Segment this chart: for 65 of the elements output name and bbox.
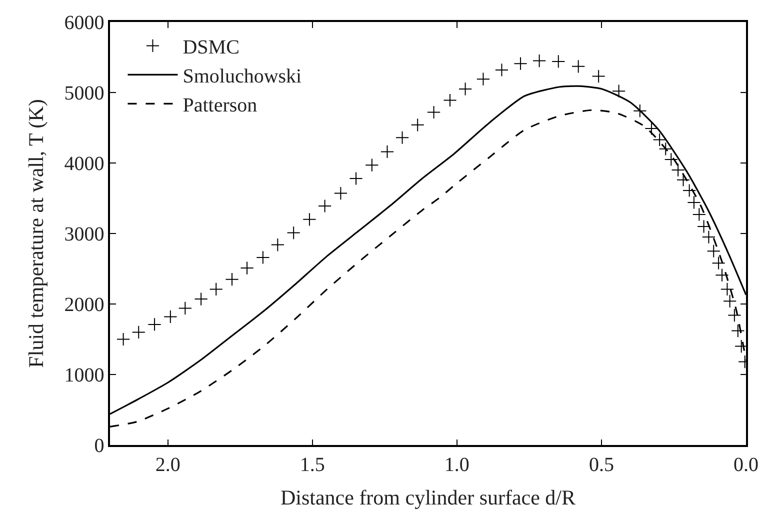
y-tick-label: 1000 [64,364,104,386]
point [209,282,223,296]
point [728,308,742,322]
point [256,250,270,264]
point [380,144,394,159]
point [715,268,729,282]
x-tick-label: 2.0 [155,454,180,476]
x-tick-label: 1.0 [444,454,470,476]
point [592,69,606,84]
point [349,172,363,186]
point [612,84,626,98]
point [696,220,711,234]
point [225,272,239,286]
point [148,318,162,332]
point [723,294,737,308]
point [702,230,716,244]
point [706,244,720,258]
y-tick-label: 0 [94,435,104,457]
point [178,301,192,316]
point [633,104,647,118]
y-tick-label: 2000 [64,294,104,316]
point [334,186,348,200]
point [572,60,586,74]
point [644,122,658,136]
point [318,199,332,213]
point [132,325,146,339]
point [476,72,490,86]
point [302,212,316,226]
point [720,282,734,296]
point [410,118,424,132]
point [532,54,546,68]
legend-label: DSMC [182,36,240,59]
point [514,56,528,70]
x-tick-label: 1.5 [300,454,325,476]
point [552,54,566,68]
point [692,208,706,222]
y-axis-title: Fluid temperature at wall, T (K) [24,99,48,368]
point [395,130,410,144]
point [426,105,441,120]
point [240,261,254,275]
point [676,173,690,187]
legend-label: Patterson [182,94,258,117]
point [458,82,472,96]
point [194,292,208,306]
x-tick-label: 0.5 [588,454,614,476]
point [731,324,745,338]
point [671,163,685,177]
point [443,93,457,108]
y-tick-label: 5000 [64,82,104,104]
x-axis-title: Distance from cylinder surface d/R [280,485,576,510]
y-tick-label: 3000 [64,224,104,246]
point [687,196,701,210]
point [286,226,300,240]
point [682,184,696,198]
point [164,310,178,324]
x-tick-label: 0.0 [734,454,758,476]
point [116,332,130,346]
point [664,152,678,166]
legend-label: Smoluchowski [182,66,302,88]
point [365,158,379,172]
y-tick-label: 4000 [64,153,104,175]
point [494,63,509,77]
point [270,238,284,252]
y-tick-label: 6000 [64,12,104,34]
point [712,256,726,270]
